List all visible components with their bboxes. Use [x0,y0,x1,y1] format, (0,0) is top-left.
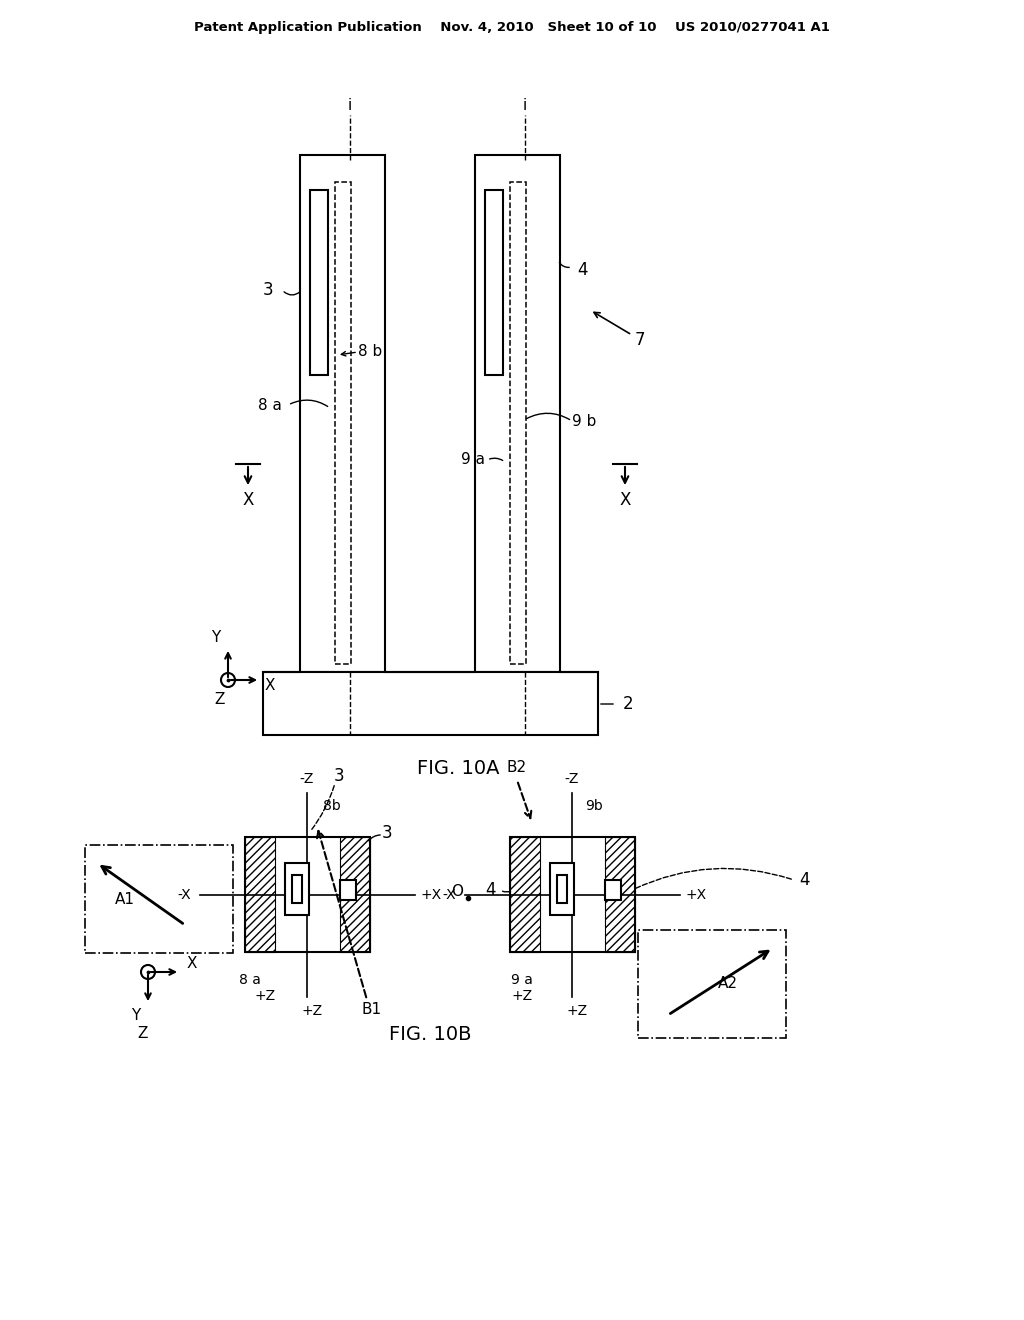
Text: -Z: -Z [565,772,580,785]
Text: +Z: +Z [301,1005,323,1018]
Bar [285,863,309,915]
Text: Y: Y [211,631,220,645]
Bar [510,182,526,664]
Text: A1: A1 [115,891,135,907]
Bar [605,880,621,900]
Text: X: X [186,957,198,972]
Text: +Z: +Z [254,989,275,1003]
Text: 3: 3 [263,281,273,300]
Bar [510,837,540,952]
Text: 4: 4 [799,871,809,888]
Bar [292,875,302,903]
Text: 3: 3 [382,824,392,842]
Bar [245,837,275,952]
Text: 9 a: 9 a [511,973,532,987]
Bar [485,190,503,375]
Bar [557,875,567,903]
Text: 8 a: 8 a [258,397,282,412]
Text: 8 b: 8 b [357,345,382,359]
Text: Z: Z [138,1027,148,1041]
Bar [340,880,356,900]
Text: 9b: 9b [585,799,603,813]
Text: FIG. 10A: FIG. 10A [417,759,500,777]
Text: O: O [451,884,463,899]
Text: X: X [243,491,254,510]
Text: 4: 4 [577,261,587,279]
Text: X: X [620,491,631,510]
Text: 7: 7 [635,331,645,348]
Text: 8b: 8b [324,799,341,813]
Text: X: X [265,677,275,693]
Text: 8 a: 8 a [239,973,261,987]
Text: 3: 3 [334,767,344,785]
Text: 2: 2 [623,696,633,713]
Text: FIG. 10B: FIG. 10B [389,1026,471,1044]
Text: -Z: -Z [300,772,314,785]
Text: A2: A2 [718,977,738,991]
Bar [550,863,574,915]
Bar [263,672,598,735]
Text: 9 b: 9 b [571,414,596,429]
Text: B1: B1 [361,1002,382,1018]
Text: Z: Z [215,693,225,708]
Text: 9 a: 9 a [461,453,485,467]
Text: -X: -X [442,888,456,902]
Text: 4: 4 [484,880,496,899]
Bar [605,837,635,952]
Text: i: i [523,98,527,112]
Bar [85,845,233,953]
Bar [340,837,370,952]
Text: +Z: +Z [511,989,532,1003]
Text: +X: +X [685,888,707,902]
Text: Patent Application Publication    Nov. 4, 2010   Sheet 10 of 10    US 2010/02770: Patent Application Publication Nov. 4, 2… [195,21,829,34]
Text: -X: -X [177,888,190,902]
Bar [310,190,328,375]
Text: Y: Y [131,1008,140,1023]
Bar [510,837,635,952]
Bar [300,154,385,672]
Bar [245,837,370,952]
Text: +X: +X [421,888,441,902]
Text: B2: B2 [507,760,527,776]
Bar [475,154,560,672]
Bar [638,931,786,1038]
Bar [335,182,351,664]
Text: +Z: +Z [566,1005,588,1018]
Text: i: i [348,98,352,112]
